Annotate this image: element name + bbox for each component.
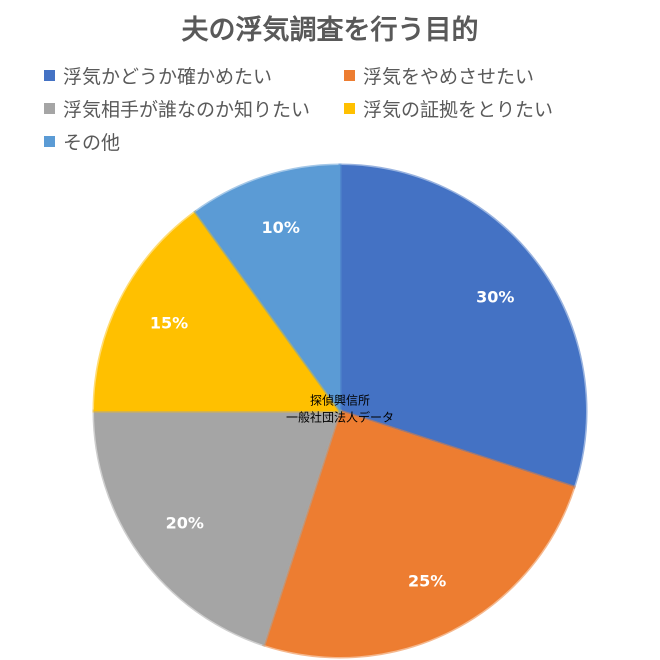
data-label: 15% [150, 313, 188, 332]
pie-slice [92, 209, 343, 413]
center-annotation-line: 探偵興信所 [310, 394, 370, 408]
data-label: 20% [166, 513, 204, 532]
center-annotation-line: 一般社団法人データ [286, 410, 394, 425]
pie-slice [193, 163, 342, 416]
legend-item: 浮気の証拠をとりたい [344, 95, 553, 122]
legend-swatch [44, 103, 55, 114]
legend-label: その他 [63, 132, 121, 154]
legend-item: その他 [44, 128, 120, 155]
legend-item: 浮気をやめさせたい [344, 62, 534, 89]
pie-slice [338, 163, 588, 489]
legend-swatch [344, 103, 355, 114]
legend-item: 浮気相手が誰なのか知りたい [44, 95, 310, 122]
legend-label: 浮気相手が誰なのか知りたい [63, 99, 311, 121]
legend-swatch [44, 70, 55, 81]
legend-label: 浮気の証拠をとりたい [363, 99, 554, 121]
legend-swatch [344, 70, 355, 81]
data-label: 30% [476, 288, 514, 307]
pie-slice [92, 409, 343, 647]
legend-label: 浮気をやめさせたい [363, 66, 535, 88]
pie-slice [262, 409, 576, 659]
legend-swatch [44, 136, 55, 147]
data-label: 10% [262, 218, 300, 237]
data-label: 25% [408, 571, 446, 590]
legend-item: 浮気かどうか確かめたい [44, 62, 272, 89]
legend-label: 浮気かどうか確かめたい [63, 66, 273, 88]
chart-title: 夫の浮気調査を行う目的 [181, 15, 479, 46]
